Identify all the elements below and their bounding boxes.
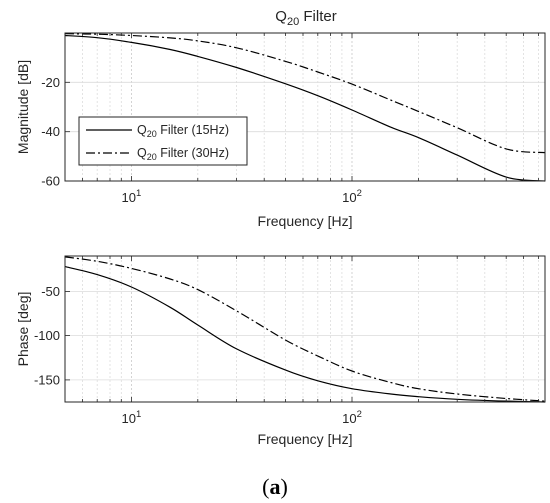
legend-15hz-subscript: 20 bbox=[147, 129, 157, 139]
legend-30hz-q: Q bbox=[137, 146, 147, 160]
legend-label-15hz: Q20 Filter (15Hz) bbox=[137, 123, 229, 139]
phase-x-tick-exponent: 1 bbox=[136, 409, 141, 420]
phase-series bbox=[64, 256, 546, 403]
magnitude-series bbox=[64, 33, 546, 182]
chart-title-suffix: Filter bbox=[299, 8, 337, 25]
magnitude-series-30hz-line bbox=[64, 33, 546, 154]
magnitude-x-tick-exponent: 1 bbox=[136, 188, 141, 199]
phase-series-30hz-line bbox=[64, 256, 546, 402]
magnitude-axes-box bbox=[64, 32, 546, 182]
magnitude-y-tick-label: -40 bbox=[41, 124, 60, 139]
caption-close: ) bbox=[281, 474, 288, 499]
caption-open: ( bbox=[262, 474, 269, 499]
phase-x-tick-label: 102 bbox=[342, 409, 362, 426]
phase-x-tick-label: 101 bbox=[122, 409, 142, 426]
legend-30hz-suffix: Filter (30Hz) bbox=[157, 146, 229, 160]
phase-axes-box bbox=[64, 255, 546, 403]
figure-caption: (a) bbox=[262, 474, 288, 499]
magnitude-x-tick-label: 102 bbox=[342, 188, 362, 205]
magnitude-y-label: Magnitude [dB] bbox=[15, 60, 31, 154]
phase-x-tick-base: 10 bbox=[342, 411, 356, 426]
chart-title: Q20 Filter bbox=[275, 8, 336, 28]
legend-15hz-suffix: Filter (15Hz) bbox=[157, 123, 229, 137]
magnitude-x-label: Frequency [Hz] bbox=[258, 213, 353, 229]
magnitude-x-tick-label: 101 bbox=[122, 188, 142, 205]
magnitude-y-tick-label: -60 bbox=[41, 174, 60, 189]
caption-letter: a bbox=[270, 474, 281, 499]
phase-grid bbox=[65, 256, 545, 402]
phase-y-tick-label: -50 bbox=[41, 284, 60, 299]
legend-30hz-subscript: 20 bbox=[147, 152, 157, 162]
phase-x-tick-base: 10 bbox=[122, 411, 136, 426]
chart-title-q: Q bbox=[275, 8, 287, 25]
phase-y-tick-label: -100 bbox=[34, 328, 60, 343]
phase-y-tick-label: -150 bbox=[34, 372, 60, 387]
phase-y-label: Phase [deg] bbox=[15, 292, 31, 367]
magnitude-series-15hz-line bbox=[64, 34, 546, 182]
legend-15hz-q: Q bbox=[137, 123, 147, 137]
magnitude-y-tick-label: -20 bbox=[41, 75, 60, 90]
legend: Q20 Filter (15Hz) Q20 Filter (30Hz) bbox=[78, 116, 248, 166]
phase-series-15hz-line bbox=[64, 266, 546, 403]
phase-plot-area bbox=[65, 256, 545, 402]
magnitude-x-tick-base: 10 bbox=[342, 190, 356, 205]
chart-title-subscript: 20 bbox=[287, 16, 299, 28]
phase-x-label: Frequency [Hz] bbox=[258, 431, 353, 447]
legend-label-30hz: Q20 Filter (30Hz) bbox=[137, 146, 229, 162]
legend-box bbox=[78, 116, 248, 166]
magnitude-x-tick-base: 10 bbox=[122, 190, 136, 205]
magnitude-x-tick-exponent: 2 bbox=[357, 188, 362, 199]
phase-x-tick-exponent: 2 bbox=[357, 409, 362, 420]
